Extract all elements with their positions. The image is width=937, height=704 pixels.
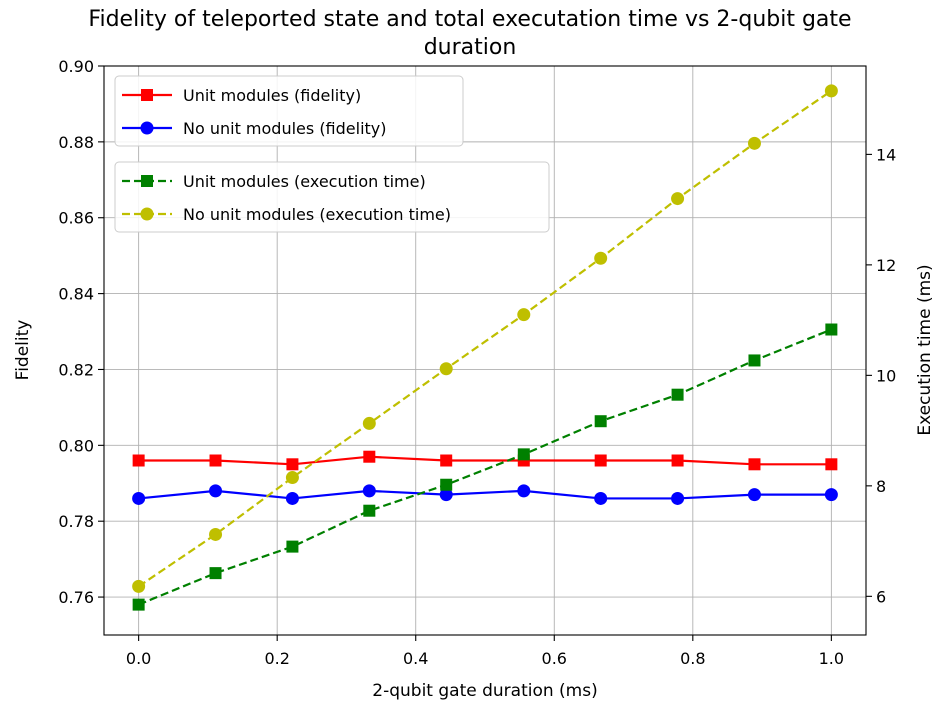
x-tick-label: 0.4 — [403, 649, 428, 668]
data-point — [825, 458, 838, 471]
y2-tick-label: 6 — [876, 587, 886, 606]
x-tick-label: 0.8 — [680, 649, 705, 668]
x-tick-label: 1.0 — [819, 649, 844, 668]
data-point — [517, 448, 530, 461]
series-line — [138, 328, 832, 606]
y2-tick-label: 14 — [876, 145, 896, 164]
data-point — [209, 567, 222, 580]
data-point — [824, 488, 838, 502]
data-point — [747, 488, 761, 502]
axis-ticks: 0.0 0.2 0.4 0.6 0.8 1.0 0.76 0.78 0.80 0.82 0.84 0.… — [58, 57, 896, 668]
data-point — [439, 362, 453, 376]
data-point — [362, 416, 376, 430]
legend-1: Unit modules (execution time) No unit mod… — [114, 161, 550, 233]
data-point — [594, 454, 607, 467]
y-tick-label: 0.90 — [58, 57, 94, 76]
data-point — [286, 458, 299, 471]
y-tick-label: 0.86 — [58, 209, 94, 228]
data-point — [362, 484, 376, 498]
series-line — [138, 489, 832, 500]
data-point — [363, 450, 376, 463]
data-point — [209, 484, 223, 498]
data-point — [671, 491, 685, 505]
series-1 — [132, 484, 838, 505]
x-tick-label: 0.6 — [542, 649, 567, 668]
series-line — [138, 89, 832, 588]
data-point — [671, 388, 684, 401]
data-point — [132, 579, 146, 593]
data-point — [132, 454, 145, 467]
x-tick-label: 0.0 — [126, 649, 151, 668]
data-point — [209, 527, 223, 541]
data-point — [824, 84, 838, 98]
series-line — [138, 455, 832, 466]
grid-lines — [104, 65, 866, 635]
legend-label: No unit modules (fidelity) — [183, 119, 387, 138]
y2-tick-label: 12 — [876, 256, 896, 275]
data-point — [747, 136, 761, 150]
y-tick-label: 0.80 — [58, 436, 94, 455]
data-point — [286, 540, 299, 553]
chart-title-line-2: duration — [424, 35, 517, 60]
data-point — [209, 454, 222, 467]
data-point — [825, 323, 838, 336]
y2-tick-label: 10 — [876, 366, 896, 385]
legend-frame — [114, 75, 464, 147]
data-point — [363, 504, 376, 517]
legend-marker — [140, 121, 154, 135]
chart-title-line-1: Fidelity of teleported state and total e… — [88, 7, 851, 32]
data-point — [594, 251, 608, 265]
data-point — [132, 598, 145, 611]
series-2 — [132, 323, 838, 611]
data-point — [285, 471, 299, 485]
plot-frame — [103, 65, 867, 636]
data-point — [517, 484, 531, 498]
legend-label: Unit modules (fidelity) — [183, 86, 361, 105]
data-point — [439, 488, 453, 502]
legend-label: Unit modules (execution time) — [183, 172, 426, 191]
legend-marker — [141, 89, 153, 101]
series-0 — [132, 450, 838, 471]
series-3 — [132, 84, 838, 593]
data-point — [517, 308, 531, 322]
legend-frame — [114, 161, 550, 233]
x-tick-label: 0.2 — [264, 649, 289, 668]
data-point — [132, 491, 146, 505]
data-point — [748, 354, 761, 367]
data-point — [285, 491, 299, 505]
y-tick-label: 0.76 — [58, 588, 94, 607]
legend-marker — [140, 207, 154, 221]
data-point — [594, 415, 607, 428]
series-layer — [132, 84, 838, 611]
legends: Unit modules (fidelity) No unit modules (… — [114, 75, 550, 233]
y-tick-label: 0.88 — [58, 133, 94, 152]
data-point — [440, 454, 453, 467]
data-point — [440, 478, 453, 491]
x-axis-label: 2-qubit gate duration (ms) — [372, 681, 597, 701]
y-tick-label: 0.82 — [58, 360, 94, 379]
legend-0: Unit modules (fidelity) No unit modules (… — [114, 75, 464, 147]
data-point — [671, 454, 684, 467]
data-point — [748, 458, 761, 471]
legend-marker — [141, 175, 153, 187]
y2-tick-label: 8 — [876, 477, 886, 496]
y-tick-label: 0.84 — [58, 285, 94, 304]
y2-axis-label: Execution time (ms) — [915, 264, 935, 435]
y-tick-label: 0.78 — [58, 512, 94, 531]
data-point — [671, 192, 685, 206]
data-point — [594, 491, 608, 505]
y-axis-label: Fidelity — [13, 320, 33, 381]
legend-label: No unit modules (execution time) — [183, 205, 451, 224]
